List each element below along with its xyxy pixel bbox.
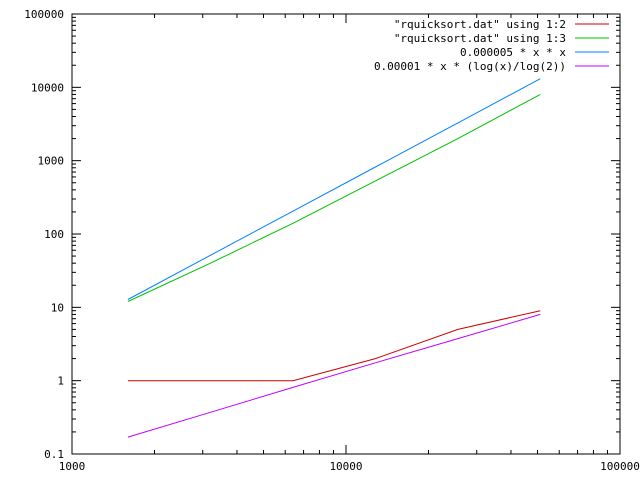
series-line-4	[127, 313, 541, 438]
y-tick-label: 0.1	[44, 448, 64, 461]
y-tick-label: 10	[51, 301, 64, 314]
legend-label-2: "rquicksort.dat" using 1:3	[394, 32, 566, 45]
x-tick-label: 1000	[59, 460, 86, 473]
legend: "rquicksort.dat" using 1:2"rquicksort.da…	[374, 18, 609, 73]
legend-label-1: "rquicksort.dat" using 1:2	[394, 18, 566, 31]
x-tick-label: 100000	[600, 460, 640, 473]
axis-ticks: 0.1 1 10 100 1000 10000 100000 1000 10000 100000	[24, 8, 640, 473]
y-tick-label: 10000	[31, 81, 64, 94]
y-tick-label: 100	[44, 228, 64, 241]
series-line-1	[127, 310, 541, 382]
legend-label-3: 0.000005 * x * x	[460, 46, 566, 59]
y-tick-label: 100000	[24, 8, 64, 21]
series-line-2	[127, 93, 541, 302]
y-tick-label: 1	[57, 375, 64, 388]
series-lines	[127, 78, 541, 438]
legend-label-4: 0.00001 * x * (log(x)/log(2))	[374, 60, 566, 73]
x-tick-label: 10000	[329, 460, 362, 473]
series-line-3	[127, 78, 541, 300]
y-tick-label: 1000	[38, 155, 65, 168]
